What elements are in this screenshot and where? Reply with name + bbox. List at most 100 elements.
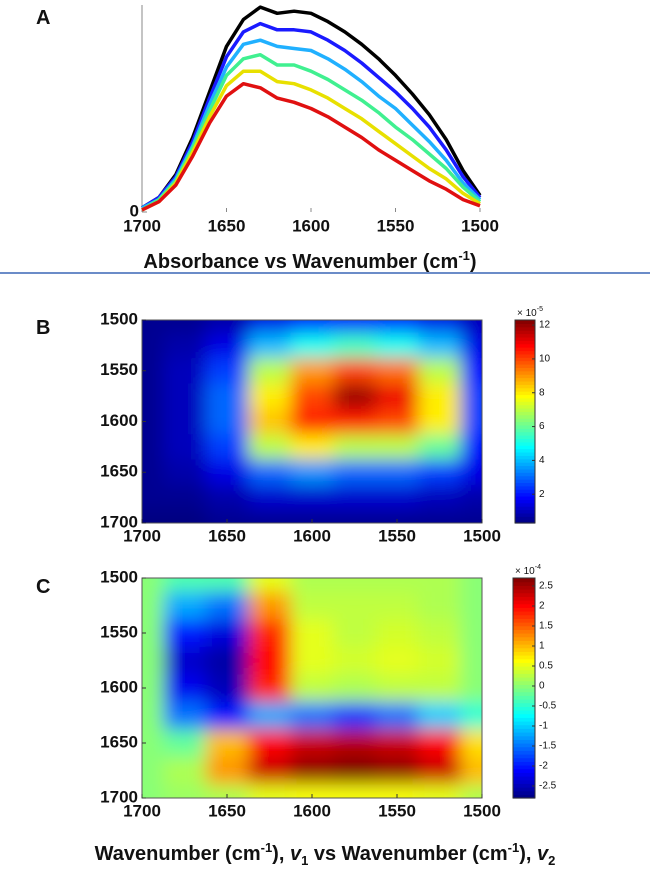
colorbar-segment bbox=[513, 706, 535, 711]
heatmap-cell bbox=[375, 619, 419, 648]
colorbar-segment bbox=[513, 644, 535, 649]
heatmap-cell bbox=[142, 578, 164, 593]
colorbar-segment bbox=[513, 585, 535, 590]
colorbar-segment bbox=[513, 783, 535, 788]
heatmap-cell bbox=[333, 646, 377, 675]
heatmap-cell bbox=[163, 646, 207, 675]
x-tick-label: 1550 bbox=[378, 526, 416, 545]
colorbar-segment bbox=[515, 475, 535, 480]
colorbar-tick-label: 10 bbox=[539, 354, 551, 365]
y-tick-label: 1500 bbox=[100, 309, 138, 328]
colorbar-segment bbox=[515, 455, 535, 460]
heatmap-cell bbox=[205, 510, 249, 523]
heatmap-cell bbox=[248, 434, 292, 461]
heatmap-cell bbox=[248, 332, 292, 359]
heatmap-cell bbox=[248, 408, 292, 435]
colorbar-segment bbox=[515, 472, 535, 477]
colorbar-segment bbox=[515, 370, 535, 375]
colorbar-segment bbox=[513, 713, 535, 718]
colorbar-segment bbox=[515, 489, 535, 494]
colorbar-tick-label: -0.5 bbox=[539, 701, 557, 712]
colorbar-segment bbox=[513, 596, 535, 601]
colorbar-segment bbox=[513, 728, 535, 733]
heatmap-cell bbox=[375, 756, 419, 785]
heatmap-cell bbox=[290, 646, 334, 675]
colorbar-segment bbox=[513, 673, 535, 678]
heatmap-cell bbox=[248, 701, 292, 730]
colorbar-tick-label: 6 bbox=[539, 421, 545, 432]
colorbar-segment bbox=[515, 367, 535, 372]
colorbar-tick-label: 0 bbox=[539, 681, 545, 692]
heatmap-cell bbox=[205, 383, 249, 410]
heatmap-cell bbox=[142, 459, 164, 486]
heatmap-cell bbox=[248, 358, 292, 384]
heatmap-cell bbox=[163, 729, 207, 758]
heatmap-cell bbox=[460, 578, 482, 593]
heatmap-cell bbox=[375, 320, 419, 334]
heatmap-cell bbox=[418, 320, 462, 334]
scale-base: × 10 bbox=[517, 308, 537, 319]
colorbar-segment bbox=[513, 757, 535, 762]
colorbar-segment bbox=[515, 407, 535, 412]
heatmap-cell bbox=[375, 484, 419, 511]
heatmap-cell bbox=[248, 320, 292, 334]
heatmap-cell bbox=[290, 358, 334, 384]
label-part: ), bbox=[519, 843, 537, 865]
colorbar-segment bbox=[515, 353, 535, 358]
x-tick-label: 1550 bbox=[378, 801, 416, 820]
heatmap-cell bbox=[333, 434, 377, 461]
heatmap-cell bbox=[248, 578, 292, 593]
x-tick-label: 1700 bbox=[123, 216, 161, 235]
colorbar-segment bbox=[515, 431, 535, 436]
colorbar-segment bbox=[515, 347, 535, 352]
y-tick-label: 1700 bbox=[100, 787, 138, 806]
heatmap-cell bbox=[375, 701, 419, 730]
colorbar-segment bbox=[515, 441, 535, 446]
heatmap-cell bbox=[290, 383, 334, 410]
heatmap-cell bbox=[290, 459, 334, 486]
heatmap-cell bbox=[333, 578, 377, 593]
colorbar-segment bbox=[515, 336, 535, 341]
heatmap-cell bbox=[163, 408, 207, 435]
colorbar-segment bbox=[513, 658, 535, 663]
heatmap-cell bbox=[460, 646, 482, 675]
heatmap-cell bbox=[418, 408, 462, 435]
y-tick-label: 0 bbox=[130, 201, 139, 220]
heatmap-cell bbox=[418, 434, 462, 461]
heatmap-cell bbox=[418, 484, 462, 511]
label-part: ) bbox=[470, 251, 477, 273]
colorbar-segment bbox=[513, 750, 535, 755]
heatmap-cell bbox=[142, 434, 164, 461]
colorbar-segment bbox=[515, 414, 535, 419]
heatmap bbox=[142, 578, 482, 798]
colorbar-segment bbox=[515, 445, 535, 450]
colorbar-segment bbox=[513, 765, 535, 770]
heatmap-cell bbox=[418, 578, 462, 593]
colorbar-segment bbox=[515, 506, 535, 511]
colorbar-segment bbox=[515, 397, 535, 402]
colorbar-segment bbox=[515, 377, 535, 382]
heatmap-cell bbox=[333, 320, 377, 334]
heatmap-cell bbox=[375, 674, 419, 703]
colorbar-segment bbox=[513, 680, 535, 685]
colorbar-segment bbox=[513, 603, 535, 608]
colorbar-segment bbox=[515, 340, 535, 345]
heatmap-cell bbox=[418, 784, 462, 798]
heatmap-cell bbox=[460, 784, 482, 798]
heatmap-cell bbox=[418, 358, 462, 384]
heatmap-cell bbox=[163, 484, 207, 511]
colorbar-segment bbox=[513, 772, 535, 777]
label-sup: -1 bbox=[261, 840, 273, 855]
heatmap-cell bbox=[290, 784, 334, 798]
colorbar-segment bbox=[515, 458, 535, 463]
colorbar-segment bbox=[515, 519, 535, 524]
colorbar-segment bbox=[513, 743, 535, 748]
spectrum-line bbox=[141, 21, 482, 210]
heatmap-cell bbox=[375, 332, 419, 359]
heatmap-cell bbox=[460, 332, 482, 359]
heatmap-cell bbox=[333, 459, 377, 486]
heatmap-cell bbox=[290, 619, 334, 648]
heatmap-cell bbox=[142, 646, 164, 675]
heatmap-cell bbox=[418, 510, 462, 523]
